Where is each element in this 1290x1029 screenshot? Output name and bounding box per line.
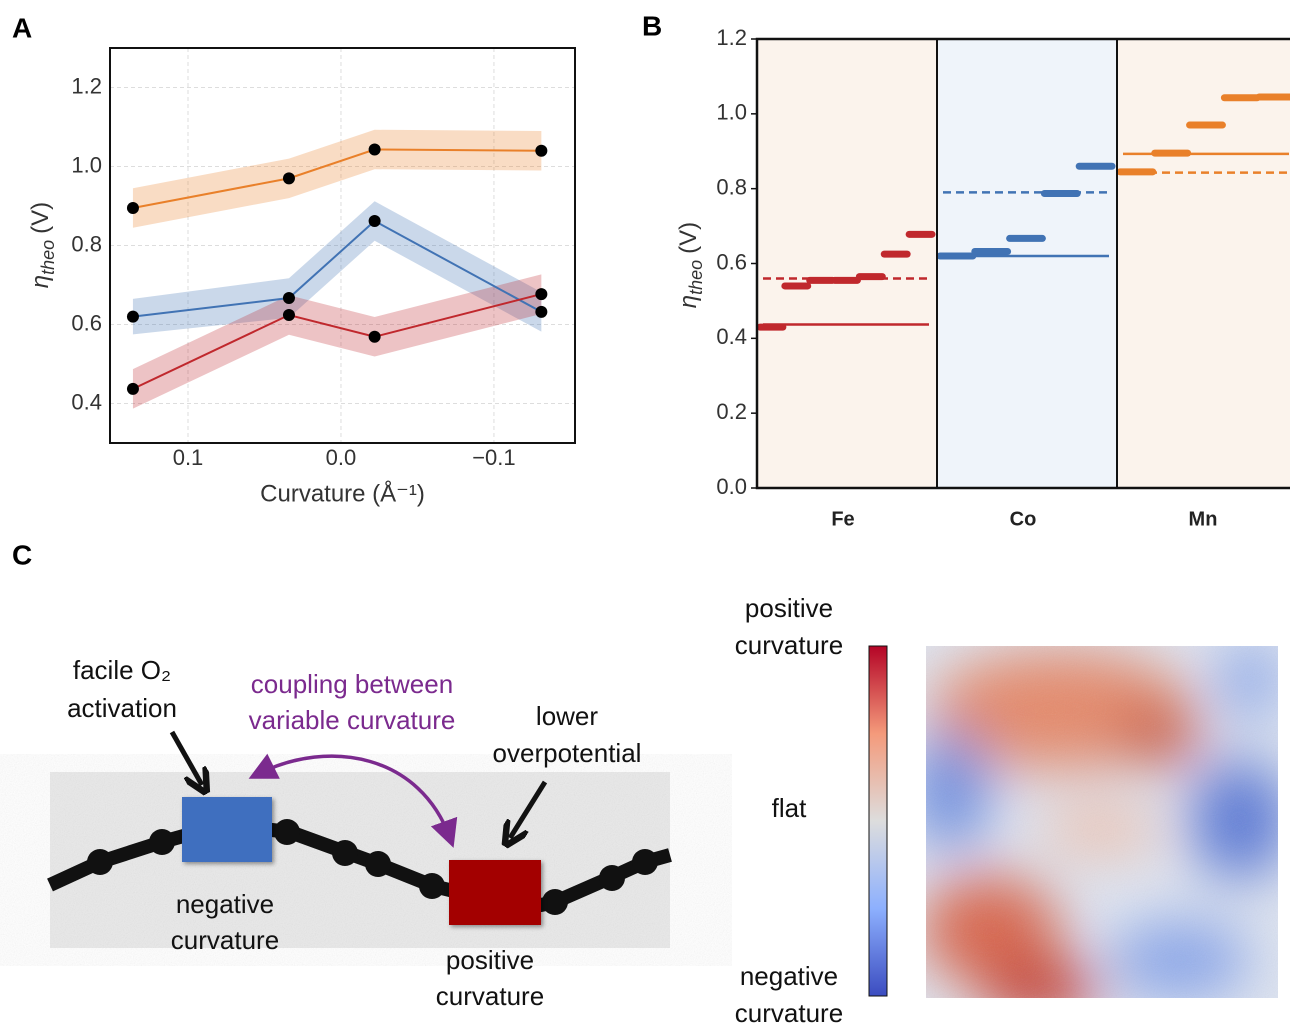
series-line <box>132 293 542 390</box>
y-tick-label: 0.6 <box>716 249 747 274</box>
x-tick-label: Fe <box>831 508 854 530</box>
y-axis-label-subscript: theo <box>38 240 58 275</box>
data-point <box>282 172 295 185</box>
note: variable curvature <box>249 705 456 735</box>
data-point <box>126 382 139 395</box>
y-tick-label: 0.2 <box>716 399 747 424</box>
group-background <box>757 39 937 488</box>
series-line <box>132 219 542 318</box>
y-axis-label-unit: (V) <box>675 222 702 254</box>
x-tick-label: −0.1 <box>472 445 515 470</box>
plot-area <box>757 39 1290 488</box>
y-tick-label: 1.2 <box>716 25 747 50</box>
panel-c: C facile O₂ activation coupling between … <box>12 539 1278 1028</box>
error-band <box>132 274 542 409</box>
data-point <box>368 215 381 228</box>
group-background <box>937 39 1117 488</box>
y-tick-label: 0.4 <box>716 324 747 349</box>
colorbar-label: curvature <box>735 998 843 1028</box>
data-point <box>535 144 548 157</box>
series-line <box>132 148 542 209</box>
arrow <box>169 730 202 785</box>
data-point <box>282 292 295 305</box>
error-band <box>132 201 542 335</box>
colorbar-label: flat <box>772 793 807 823</box>
y-axis-label-unit: (V) <box>27 202 54 234</box>
colorbar-label: negative <box>740 961 838 991</box>
note: coupling between <box>251 669 453 699</box>
plot-frame <box>755 37 1290 490</box>
negative-site <box>182 797 272 862</box>
note: overpotential <box>493 738 642 768</box>
x-axis-label: Curvature (Å⁻¹) <box>260 479 425 507</box>
y-axis-label-subscript: theo <box>686 260 706 295</box>
colorbar-label: curvature <box>735 630 843 660</box>
site-label: negative <box>176 889 274 919</box>
note: facile O₂ <box>73 655 171 685</box>
data-point <box>368 330 381 343</box>
y-tick-label: 1.2 <box>71 73 102 98</box>
y-tick-label: 0.0 <box>716 474 747 499</box>
data-point <box>535 305 548 318</box>
note: lower <box>536 701 598 731</box>
colorbar <box>868 645 888 997</box>
panel-label: C <box>12 539 32 570</box>
site-label: positive <box>446 945 534 975</box>
data-point <box>535 288 548 301</box>
site-label: curvature <box>171 925 279 955</box>
y-axis-label: ηtheo (V) <box>675 222 705 308</box>
x-tick-label: Mn <box>1189 508 1218 530</box>
colorbar-label: positive <box>745 593 833 623</box>
arrow <box>510 780 548 838</box>
y-tick-label: 1.0 <box>716 100 747 125</box>
error-band <box>132 129 542 228</box>
data-point <box>282 309 295 322</box>
data-point <box>126 310 139 323</box>
panel-label: B <box>642 10 662 41</box>
x-tick-label: Co <box>1010 508 1037 530</box>
positive-site <box>449 860 541 925</box>
site-label: curvature <box>436 981 544 1011</box>
y-axis-label: ηtheo (V) <box>27 202 57 288</box>
y-tick-label: 0.8 <box>716 174 747 199</box>
y-tick-label: 0.6 <box>71 310 102 335</box>
y-axis-label-symbol: η <box>675 295 702 308</box>
panel-label: A <box>12 12 32 43</box>
plot-frame <box>109 47 576 444</box>
x-tick-label: 0.1 <box>173 445 204 470</box>
data-point <box>126 201 139 214</box>
group-background <box>1117 39 1290 488</box>
y-tick-label: 0.8 <box>71 231 102 256</box>
note: activation <box>67 693 177 723</box>
y-tick-label: 0.4 <box>71 389 102 414</box>
curvature-map <box>926 646 1278 998</box>
coupling-arrow <box>248 753 458 848</box>
y-axis-label-symbol: η <box>27 275 54 288</box>
x-tick-label: 0.0 <box>326 445 357 470</box>
data-point <box>368 143 381 156</box>
y-tick-label: 1.0 <box>71 152 102 177</box>
